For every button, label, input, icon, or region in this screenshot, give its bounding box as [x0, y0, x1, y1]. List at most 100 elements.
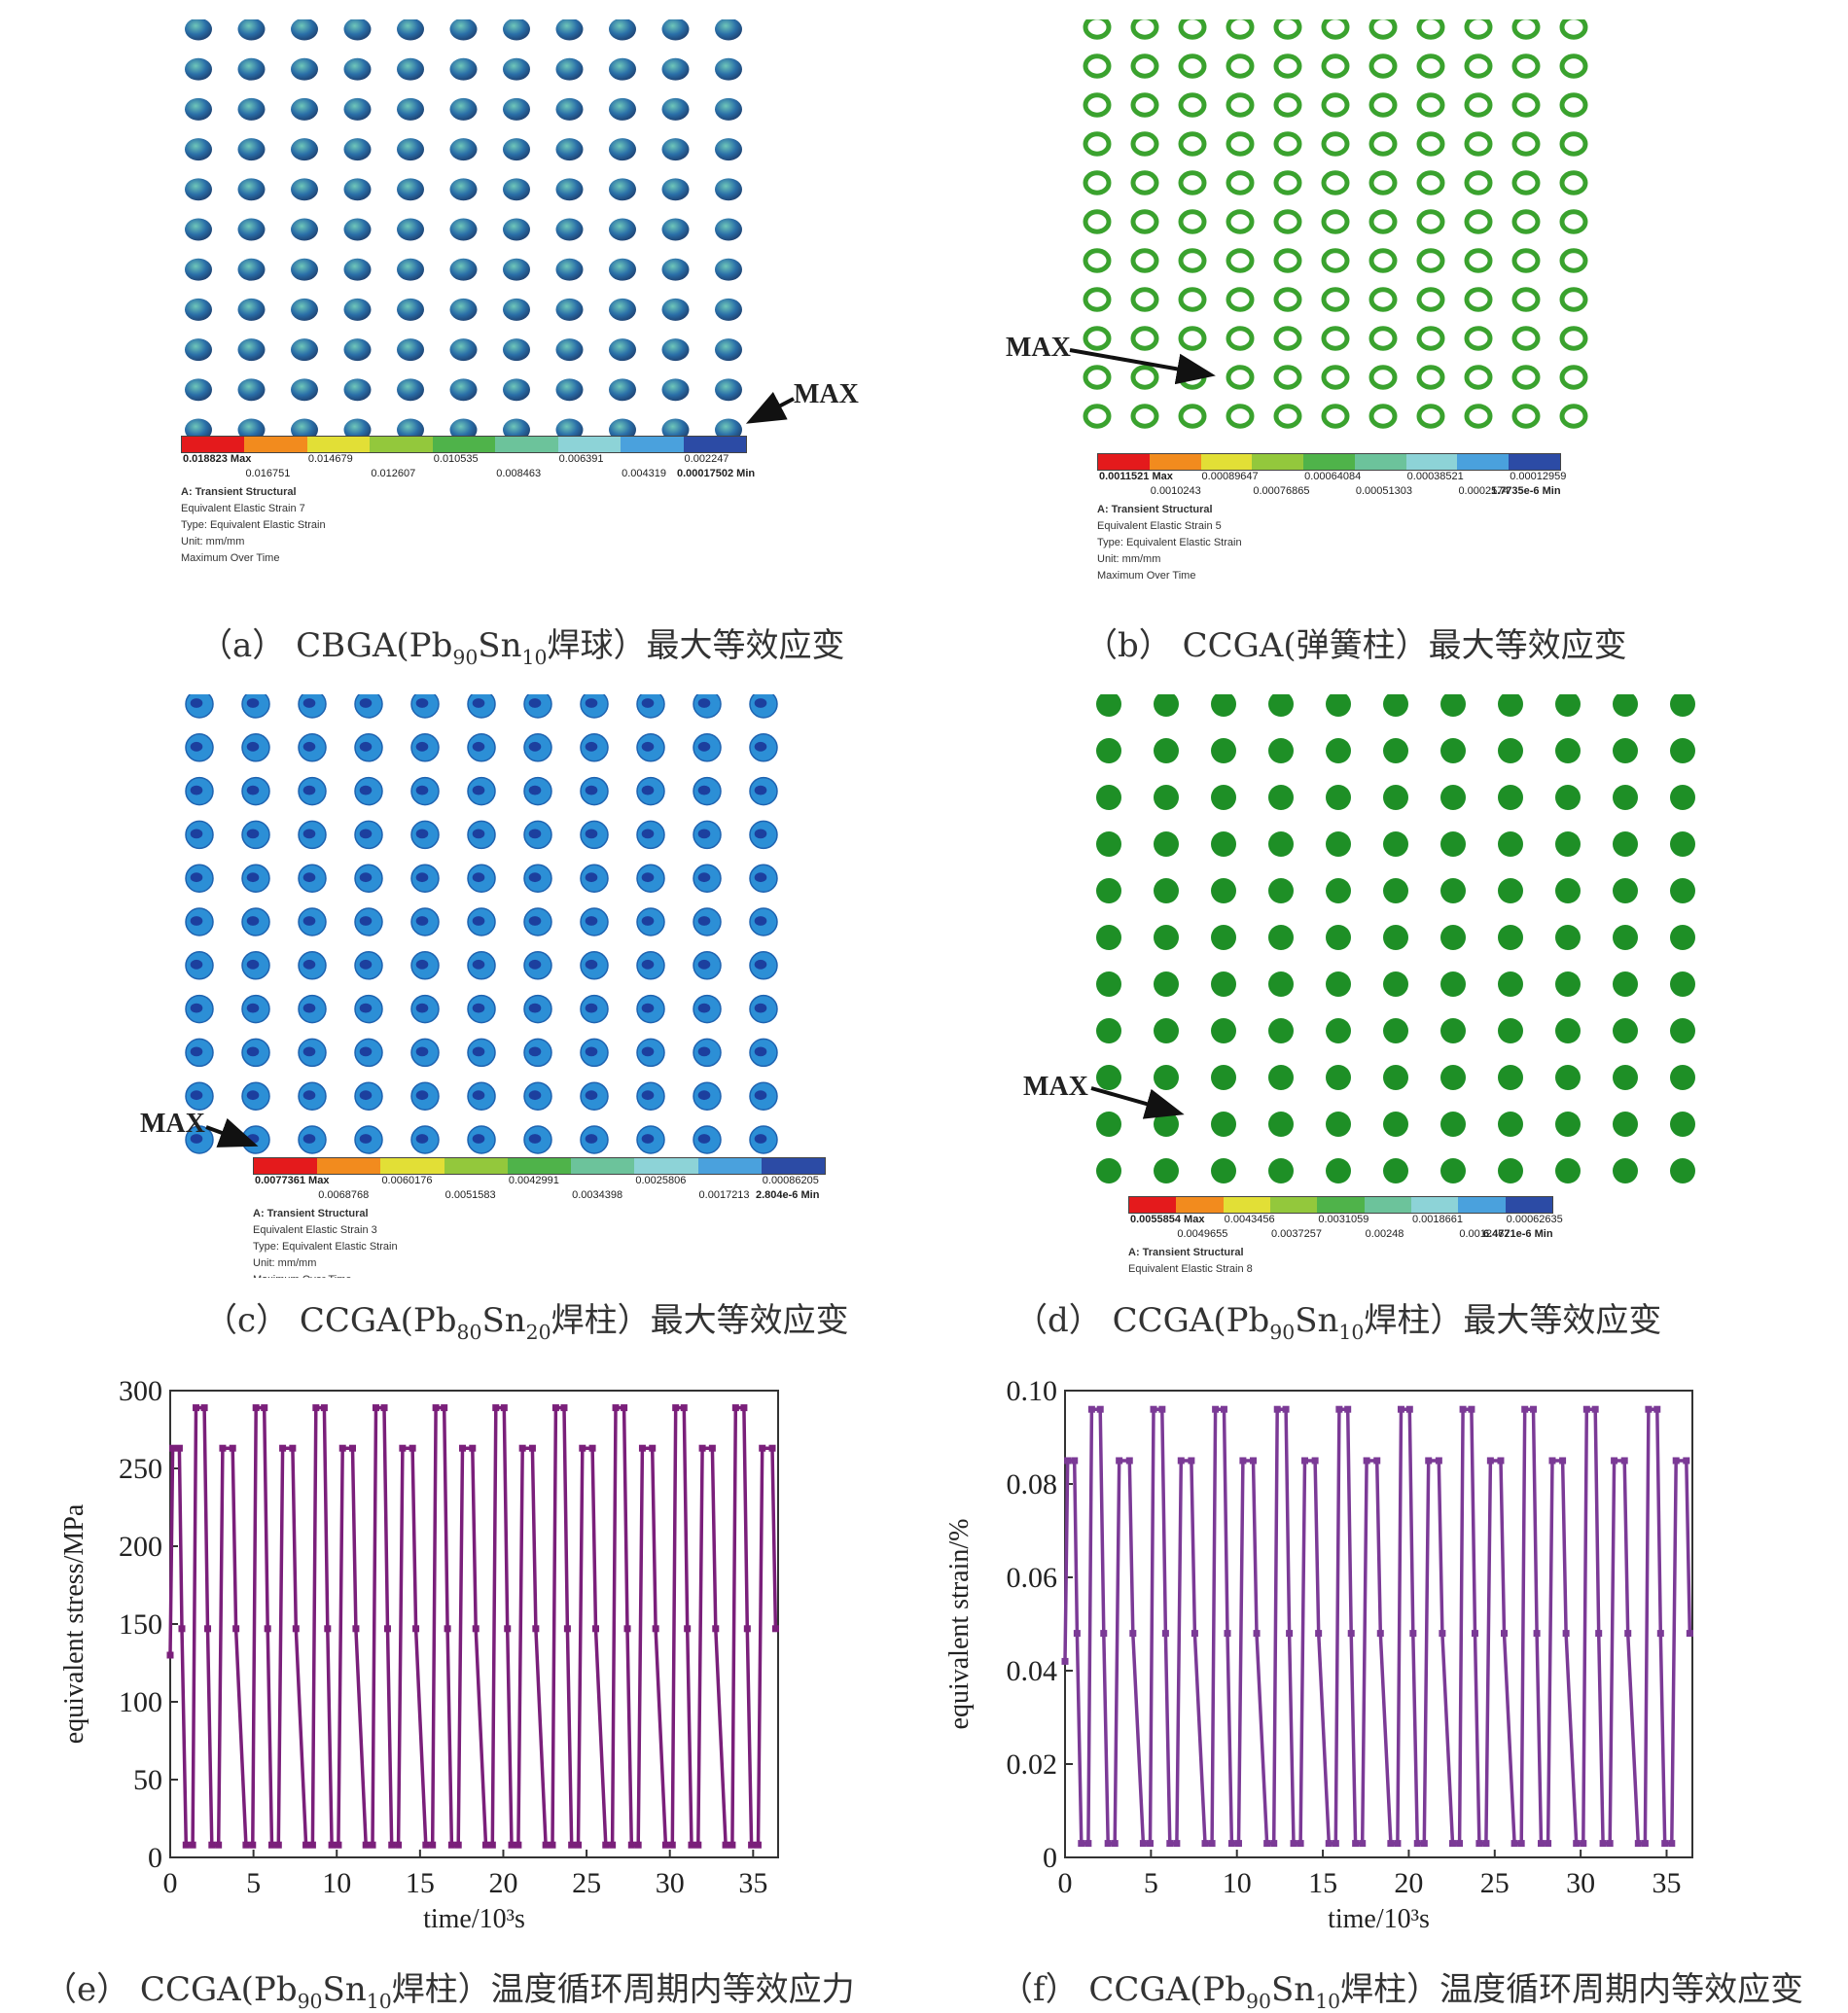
- result-info-line: Equivalent Elastic Strain 3: [253, 1224, 377, 1236]
- solder-hotspot: [246, 785, 260, 795]
- result-info-line: Unit: mm/mm: [1097, 553, 1161, 565]
- y-tick-label: 0.06: [1007, 1562, 1058, 1594]
- solder-joint: [1498, 971, 1523, 997]
- solder-joint: [343, 218, 372, 241]
- data-point: [1471, 1630, 1478, 1638]
- data-point: [1533, 1630, 1541, 1638]
- x-tick-label: 30: [656, 1867, 685, 1899]
- y-tick-label: 0.04: [1007, 1655, 1058, 1687]
- solder-hotspot: [528, 1090, 542, 1101]
- data-point: [472, 1625, 480, 1633]
- solder-joint: [1096, 925, 1121, 950]
- data-point: [444, 1625, 451, 1633]
- colorbar: [1128, 1196, 1553, 1214]
- solder-joint: [1440, 1158, 1466, 1183]
- max-arrow: [745, 391, 795, 424]
- data-point: [388, 1841, 396, 1849]
- solder-joint: [1416, 92, 1445, 118]
- solder-joint: [1555, 1112, 1581, 1137]
- data-point: [680, 1404, 688, 1412]
- colorbar-label: 0.0060176: [381, 1175, 433, 1186]
- data-point: [1064, 1457, 1072, 1465]
- data-point: [383, 1625, 391, 1633]
- colorbar-swatch: [634, 1158, 698, 1174]
- solder-joint: [1613, 738, 1638, 763]
- data-point: [1559, 1457, 1567, 1465]
- solder-hotspot: [585, 1090, 598, 1101]
- max-label: MAX: [794, 379, 859, 409]
- solder-joint: [1440, 831, 1466, 857]
- solder-joint: [343, 298, 372, 321]
- result-info-line: Maximum Over Time: [1097, 570, 1196, 582]
- solder-hotspot: [190, 698, 203, 708]
- data-point: [768, 1444, 776, 1452]
- solder-joint: [1559, 248, 1588, 273]
- solder-joint: [237, 138, 266, 161]
- solder-joint: [1559, 209, 1588, 234]
- solder-hotspot: [190, 959, 203, 970]
- solder-joint: [1268, 1112, 1294, 1137]
- solder-joint: [1268, 925, 1294, 950]
- solder-joint: [1464, 19, 1493, 40]
- solder-joint: [1383, 1065, 1408, 1090]
- solder-joint: [1154, 971, 1179, 997]
- solder-hotspot: [641, 698, 655, 708]
- solder-joint: [237, 178, 266, 201]
- data-point: [1606, 1840, 1614, 1848]
- data-point: [602, 1841, 610, 1849]
- data-point: [454, 1841, 462, 1849]
- data-point: [1220, 1405, 1227, 1413]
- solder-joint: [291, 418, 318, 441]
- data-point: [1286, 1630, 1294, 1638]
- solder-joint: [1464, 92, 1493, 118]
- solder-joint: [1130, 92, 1159, 118]
- data-point: [1624, 1630, 1632, 1638]
- x-axis-label: time/10³s: [1328, 1904, 1430, 1934]
- result-info-line: Type: Equivalent Elastic Strain: [181, 519, 326, 531]
- y-tick-label: 50: [133, 1764, 162, 1796]
- solder-joint: [1613, 971, 1638, 997]
- stress-time-chart: 0 5 10 15 20 25 30 35 0 50 100 150 200 250 300 time/10³…: [59, 1375, 779, 1934]
- solder-joint: [237, 97, 266, 121]
- solder-joint: [1211, 738, 1236, 763]
- solder-joint: [449, 57, 478, 81]
- solder-hotspot: [190, 1003, 203, 1013]
- solder-joint: [1464, 365, 1493, 390]
- result-info-block: A: Transient Structural Equivalent Elasti…: [1128, 1245, 1273, 1278]
- data-point: [551, 1404, 559, 1412]
- data-point: [242, 1841, 250, 1849]
- solder-hotspot: [246, 829, 260, 839]
- max-label: MAX: [1006, 333, 1071, 363]
- solder-hotspot: [585, 916, 598, 926]
- solder-joint: [1383, 785, 1408, 810]
- solder-joint: [1273, 209, 1302, 234]
- data-point: [1104, 1840, 1112, 1848]
- data-point: [638, 1444, 646, 1452]
- colorbar-label: 1.7735e-6 Min: [1491, 485, 1561, 497]
- solder-joint: [1416, 404, 1445, 429]
- data-point: [1239, 1457, 1247, 1465]
- data-point: [1686, 1630, 1693, 1638]
- colorbar-label: 0.0025806: [635, 1175, 687, 1186]
- data-point: [1373, 1457, 1381, 1465]
- solder-joint: [1511, 53, 1541, 79]
- data-point: [1645, 1405, 1653, 1413]
- colorbar-label: 0.0037257: [1271, 1228, 1322, 1240]
- colorbar-swatch: [1405, 454, 1458, 470]
- data-point: [627, 1841, 635, 1849]
- solder-hotspot: [641, 1090, 655, 1101]
- solder-joint: [609, 178, 636, 201]
- colorbar-label: 0.0051583: [444, 1189, 496, 1201]
- solder-joint: [1383, 694, 1408, 717]
- solder-joint: [1083, 365, 1112, 390]
- data-point: [1397, 1405, 1404, 1413]
- solder-hotspot: [472, 785, 485, 795]
- solder-hotspot: [190, 741, 203, 752]
- solder-joint: [609, 338, 636, 362]
- solder-joint: [1273, 287, 1302, 312]
- solder-joint: [661, 178, 690, 201]
- solder-hotspot: [754, 1090, 767, 1101]
- solder-joint: [1416, 287, 1445, 312]
- solder-joint: [1464, 404, 1493, 429]
- panel-a: MAX 0.018823 Max 0.014679 0.010535 0.006391…: [181, 19, 862, 583]
